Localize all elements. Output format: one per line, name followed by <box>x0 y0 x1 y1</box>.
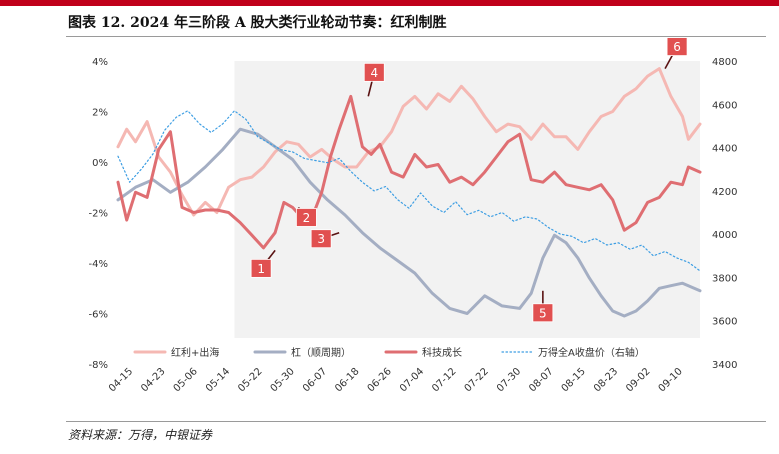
y-right-tick-label: 3600 <box>712 317 737 328</box>
shaded-region <box>234 61 700 338</box>
y-right-tick-label: 4800 <box>712 57 737 68</box>
callout-badge <box>666 37 688 56</box>
y-left-tick-label: 4% <box>92 57 108 68</box>
y-right-tick-label: 3400 <box>712 360 737 371</box>
x-tick-label: 09-02 <box>624 366 652 394</box>
x-tick-label: 08-23 <box>592 366 620 394</box>
y-left-tick-label: -6% <box>89 310 108 321</box>
y-right-tick-label: 4600 <box>712 100 737 111</box>
series-line-2 <box>116 127 702 318</box>
chart-title: 图表 12. 2024 年三阶段 A 股大类行业轮动节奏：红利制胜 <box>68 15 447 31</box>
x-tick-label: 07-04 <box>398 366 426 394</box>
y-right-tick-label: 3800 <box>712 273 737 284</box>
x-tick-label: 08-07 <box>527 366 555 394</box>
callout-label: 2 <box>303 211 311 225</box>
title-divider <box>66 36 766 37</box>
y-left-tick-label: -2% <box>89 209 108 220</box>
y-left-tick-label: 0% <box>92 158 108 169</box>
y-left-tick-label: -4% <box>89 259 108 270</box>
x-tick-label: 05-30 <box>269 366 297 394</box>
x-tick-label: 04-23 <box>139 366 167 394</box>
x-tick-label: 07-22 <box>463 366 491 394</box>
x-tick-label: 05-22 <box>236 366 264 394</box>
legend-label: 万得全A收盘价（右轴） <box>538 346 645 359</box>
x-tick-label: 04-15 <box>107 366 135 394</box>
legend-label: 杠（顺周期） <box>291 346 351 359</box>
top-accent-bar <box>0 0 779 6</box>
y-right-tick-label: 4400 <box>712 144 737 155</box>
callout-label: 3 <box>317 232 325 246</box>
x-tick-label: 07-12 <box>430 366 458 394</box>
series-line-4 <box>117 110 701 272</box>
legend-label: 科技成长 <box>422 346 462 359</box>
callout-badge <box>250 258 272 278</box>
source-note: 资料来源：万得，中银证券 <box>68 428 213 442</box>
source-divider <box>66 421 766 422</box>
callout-label: 1 <box>257 262 265 276</box>
y-right-tick-label: 4000 <box>712 230 737 241</box>
x-tick-label: 07-30 <box>495 366 523 394</box>
x-tick-label: 09-10 <box>657 366 685 394</box>
callout-label: 4 <box>370 66 378 80</box>
series-line-3 <box>116 94 702 250</box>
series-line-1 <box>116 67 702 217</box>
callout-label: 6 <box>673 40 681 54</box>
callout-badge <box>310 229 332 249</box>
callout-badge <box>363 62 385 82</box>
y-right-tick-label: 4200 <box>712 187 737 198</box>
x-tick-label: 05-14 <box>204 366 232 394</box>
callout-badge <box>532 303 554 323</box>
legend-label: 红利+出海 <box>171 346 219 359</box>
y-left-tick-label: 2% <box>92 108 108 119</box>
callout-label: 5 <box>539 306 547 320</box>
x-tick-label: 06-07 <box>301 366 329 394</box>
x-tick-label: 06-18 <box>333 366 361 394</box>
y-left-tick-label: -8% <box>89 360 108 371</box>
x-tick-label: 05-06 <box>172 366 200 394</box>
x-tick-label: 08-15 <box>560 366 588 394</box>
x-tick-label: 06-26 <box>366 366 394 394</box>
callout-badge <box>296 208 317 227</box>
